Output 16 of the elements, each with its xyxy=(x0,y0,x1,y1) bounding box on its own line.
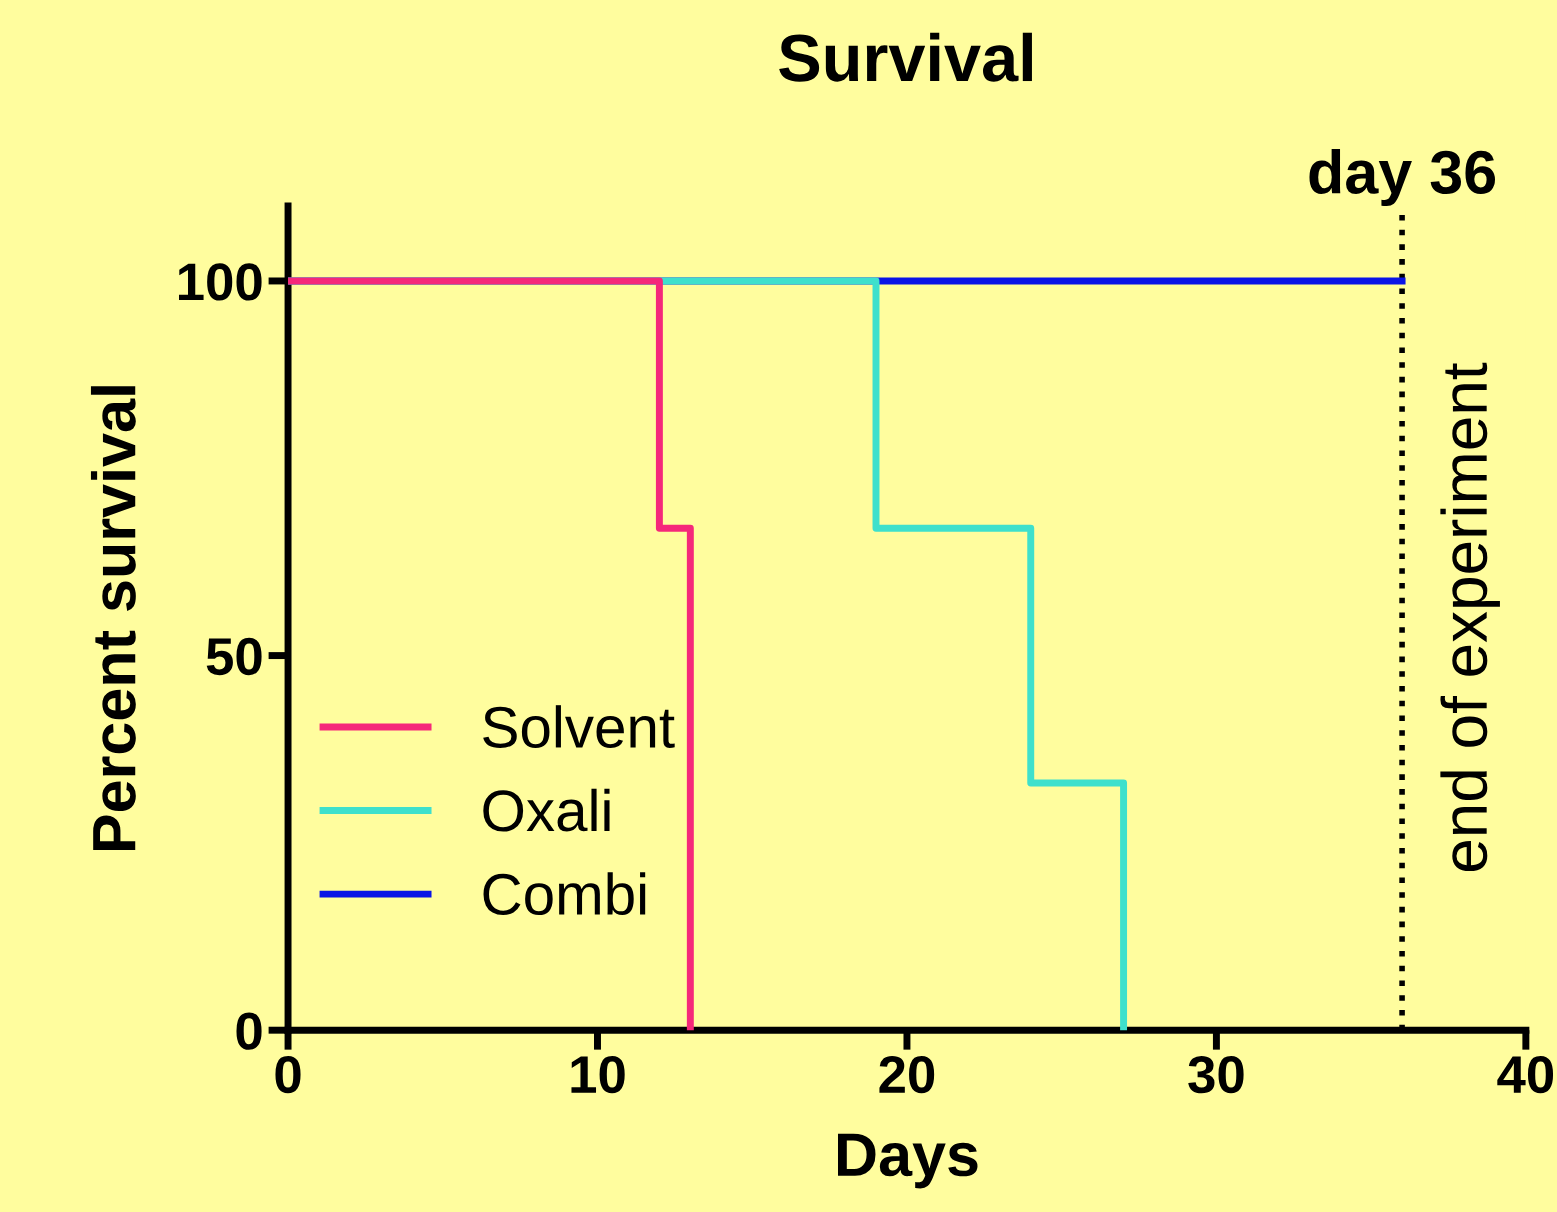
x-tick-label: 10 xyxy=(571,1055,625,1094)
x-tick-label: 40 xyxy=(1497,1055,1554,1094)
y-tick-label: 100 xyxy=(179,263,262,301)
x-tick-label: 20 xyxy=(879,1055,935,1094)
legend-label: Oxali xyxy=(483,788,610,832)
legend-label: Combi xyxy=(483,872,646,916)
y-axis-title: Percent survival xyxy=(90,386,136,851)
annotation: end of experiment xyxy=(1440,362,1500,872)
x-tick-label: 0 xyxy=(275,1055,301,1094)
x-tick-label: 30 xyxy=(1188,1055,1244,1094)
y-tick-label: 50 xyxy=(206,637,262,676)
y-tick-label: 0 xyxy=(236,1012,262,1050)
chart-title: Survival xyxy=(779,32,1032,82)
x-axis-title: Days xyxy=(838,1133,978,1189)
ref-line-label: day 36 xyxy=(1309,149,1496,207)
legend-label: Solvent xyxy=(483,705,675,749)
